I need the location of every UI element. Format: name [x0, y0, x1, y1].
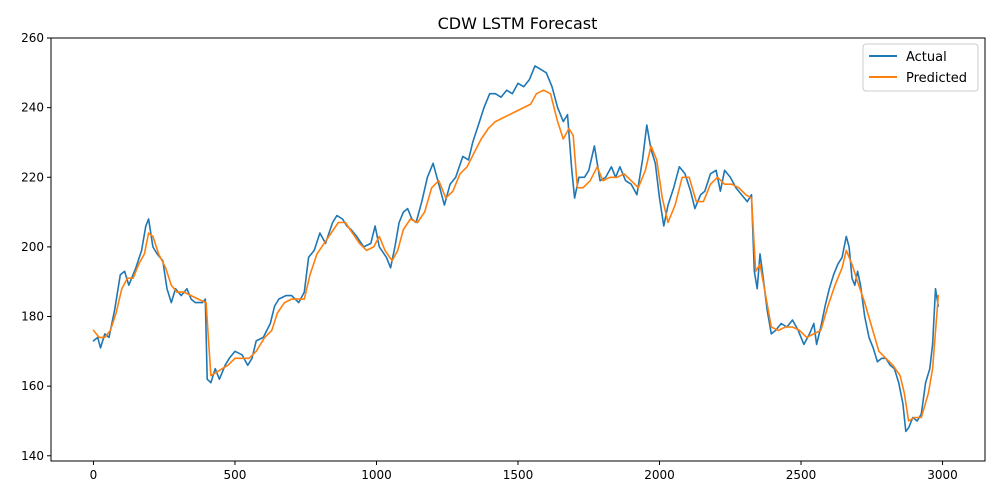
series-line-predicted: [92, 89, 940, 422]
x-tick-label: 500: [224, 468, 247, 482]
y-tick-label: 140: [21, 449, 44, 463]
x-tick-label: 3000: [927, 468, 958, 482]
x-tick-label: 0: [90, 468, 98, 482]
y-tick-label: 240: [21, 101, 44, 115]
y-tick-label: 200: [21, 240, 44, 254]
chart-title: CDW LSTM Forecast: [438, 14, 598, 33]
series-layer: [92, 65, 940, 433]
x-tick-label: 2000: [644, 468, 675, 482]
series-line-actual: [92, 65, 940, 433]
legend-label-predicted: Predicted: [906, 71, 967, 86]
legend-label-actual: Actual: [906, 50, 947, 65]
x-tick-label: 1500: [503, 468, 534, 482]
x-tick-label: 2500: [786, 468, 817, 482]
plot-frame: [50, 37, 986, 462]
y-tick-label: 260: [21, 31, 44, 45]
y-tick-label: 180: [21, 310, 44, 324]
y-axis: 140 160 180 200 220 240 260: [21, 31, 51, 463]
y-tick-label: 160: [21, 379, 44, 393]
y-tick-label: 220: [21, 170, 44, 184]
x-axis: 0 500 1000 1500 2000 2500 3000: [90, 461, 958, 482]
legend: Actual Predicted: [862, 43, 979, 92]
x-tick-label: 1000: [361, 468, 392, 482]
